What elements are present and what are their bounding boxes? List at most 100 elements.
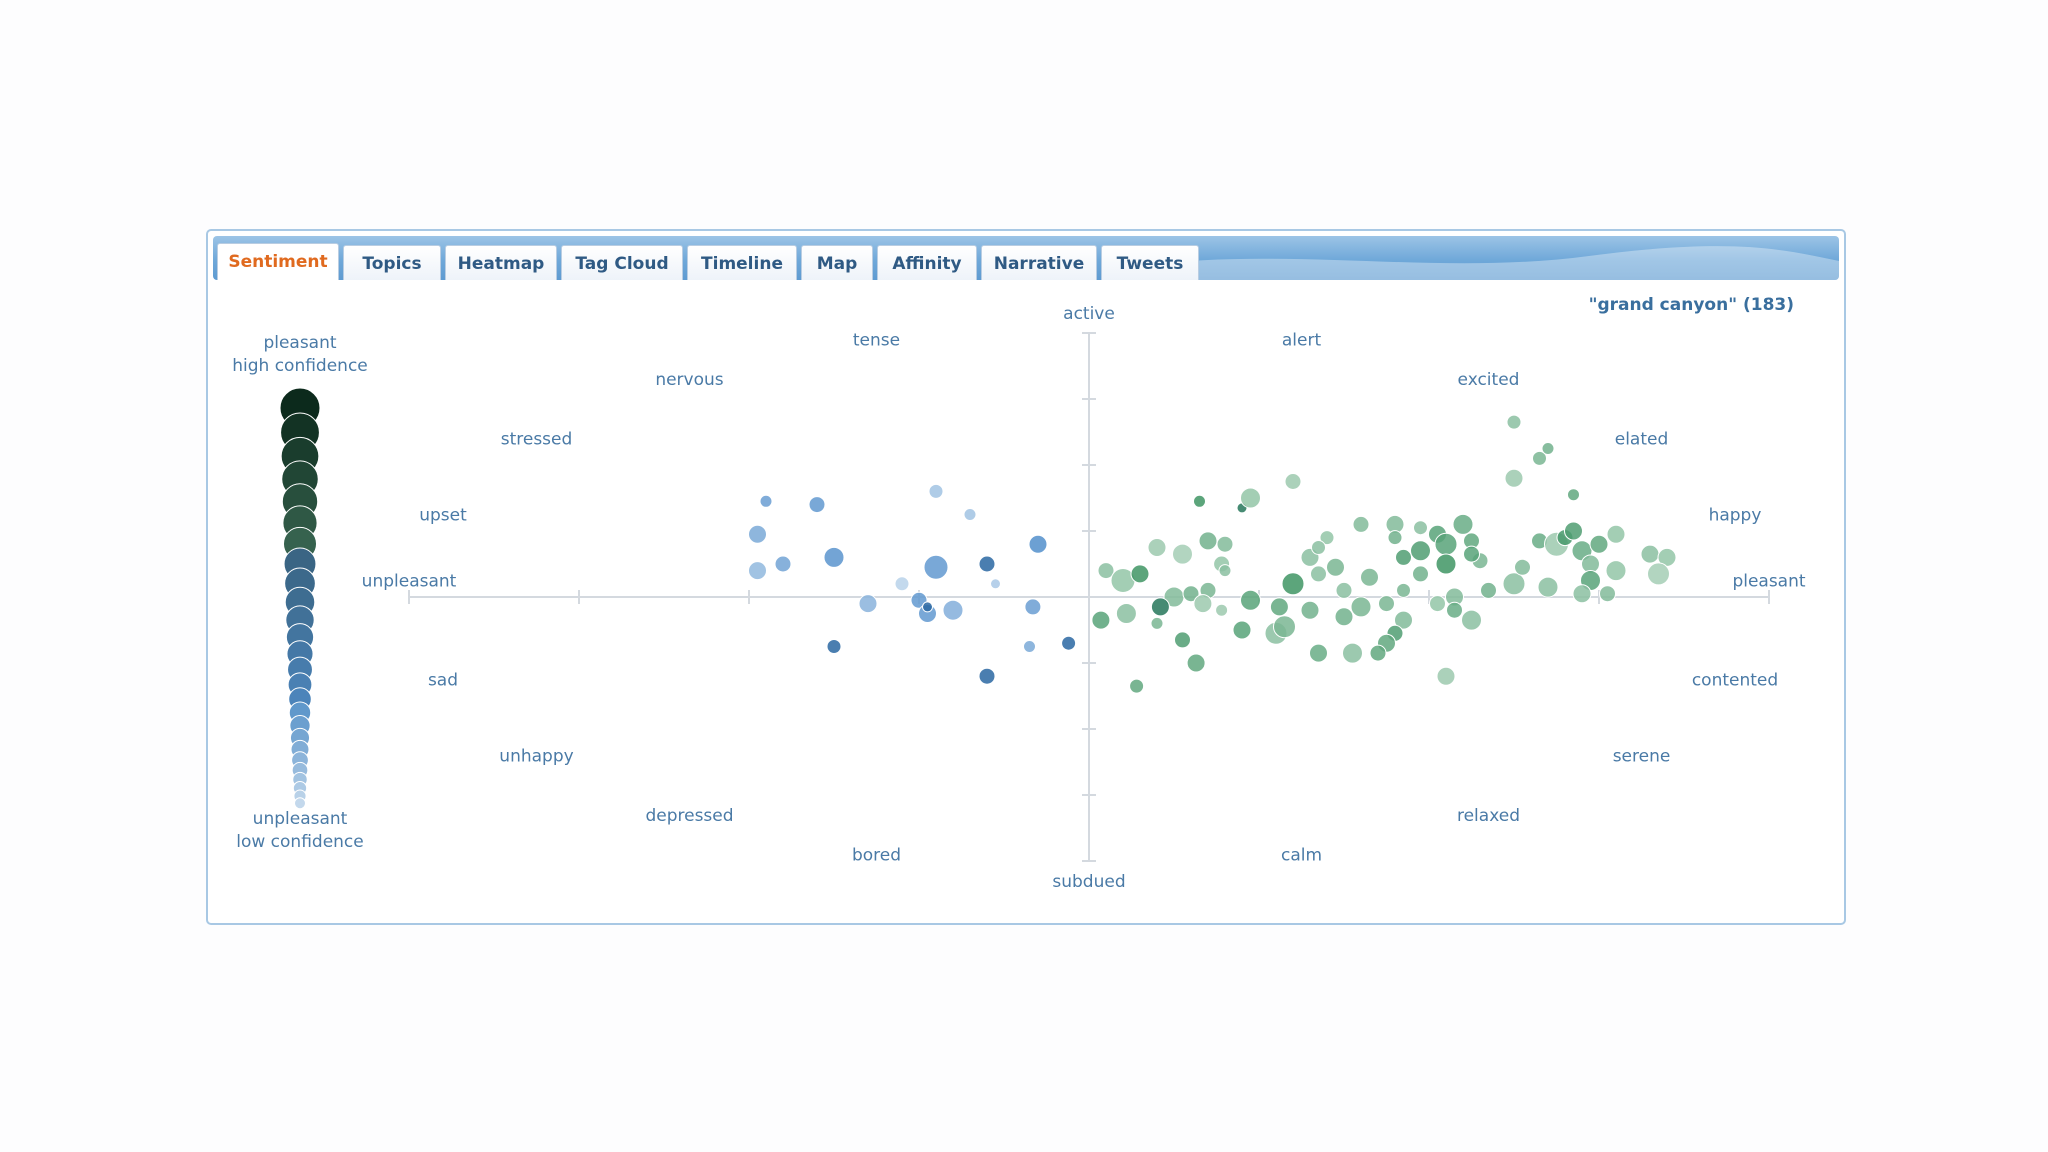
- data-point-pleasant[interactable]: [1198, 531, 1218, 551]
- data-point-pleasant[interactable]: [1395, 548, 1412, 566]
- data-point-unpleasant[interactable]: [826, 639, 842, 654]
- data-point-pleasant[interactable]: [1412, 565, 1429, 583]
- data-point-pleasant[interactable]: [1326, 557, 1345, 577]
- tab-sentiment[interactable]: Sentiment: [217, 243, 339, 280]
- data-point-pleasant[interactable]: [1232, 620, 1252, 640]
- data-point-pleasant[interactable]: [1436, 666, 1456, 686]
- data-point-pleasant[interactable]: [1387, 530, 1403, 546]
- data-point-pleasant[interactable]: [1193, 594, 1213, 614]
- data-point-pleasant[interactable]: [1309, 643, 1328, 663]
- data-point-pleasant[interactable]: [1097, 562, 1115, 580]
- data-point-pleasant[interactable]: [1284, 473, 1302, 490]
- data-point-pleasant[interactable]: [1240, 589, 1261, 611]
- tab-timeline[interactable]: Timeline: [687, 245, 797, 280]
- data-point-unpleasant[interactable]: [922, 601, 933, 613]
- data-point-pleasant[interactable]: [1504, 468, 1524, 488]
- data-point-pleasant[interactable]: [1193, 494, 1206, 508]
- data-point-unpleasant[interactable]: [759, 494, 773, 508]
- data-point-pleasant[interactable]: [1360, 567, 1379, 587]
- data-point-unpleasant[interactable]: [808, 496, 826, 514]
- data-point-pleasant[interactable]: [1502, 572, 1526, 596]
- data-point-pleasant[interactable]: [1215, 603, 1229, 617]
- data-point-pleasant[interactable]: [1480, 581, 1497, 599]
- data-point-pleasant[interactable]: [1273, 615, 1296, 639]
- data-point-pleasant[interactable]: [1281, 572, 1305, 596]
- data-point-pleasant[interactable]: [1514, 558, 1531, 576]
- data-point-pleasant[interactable]: [1567, 488, 1580, 502]
- data-point-pleasant[interactable]: [1506, 414, 1522, 430]
- data-point-pleasant[interactable]: [1300, 600, 1320, 620]
- data-point-pleasant[interactable]: [1350, 596, 1372, 618]
- data-point-pleasant[interactable]: [1186, 653, 1206, 673]
- data-point-unpleasant[interactable]: [1061, 635, 1077, 651]
- data-point-unpleasant[interactable]: [942, 599, 964, 621]
- data-point-pleasant[interactable]: [1572, 584, 1592, 604]
- data-point-unpleasant[interactable]: [748, 524, 767, 544]
- data-point-pleasant[interactable]: [1150, 597, 1170, 617]
- data-point-pleasant[interactable]: [1396, 582, 1411, 598]
- data-point-pleasant[interactable]: [1599, 585, 1616, 603]
- data-point-pleasant[interactable]: [1130, 564, 1150, 584]
- data-point-pleasant[interactable]: [1605, 560, 1627, 582]
- data-point-unpleasant[interactable]: [1023, 640, 1036, 653]
- data-point-unpleasant[interactable]: [894, 576, 910, 592]
- data-point-unpleasant[interactable]: [963, 508, 977, 521]
- data-point-pleasant[interactable]: [1640, 544, 1660, 564]
- data-point-pleasant[interactable]: [1147, 538, 1167, 557]
- data-point-pleasant[interactable]: [1463, 545, 1480, 563]
- tab-tweets[interactable]: Tweets: [1101, 245, 1199, 280]
- data-point-pleasant[interactable]: [1446, 601, 1463, 619]
- data-point-pleasant[interactable]: [1532, 450, 1547, 466]
- data-point-pleasant[interactable]: [1091, 610, 1111, 630]
- data-point-unpleasant[interactable]: [774, 555, 792, 573]
- data-point-pleasant[interactable]: [1435, 553, 1457, 575]
- tab-narrative[interactable]: Narrative: [981, 245, 1097, 280]
- data-point-pleasant[interactable]: [1461, 609, 1482, 631]
- data-point-unpleasant[interactable]: [1028, 534, 1048, 554]
- data-point-unpleasant[interactable]: [1024, 598, 1042, 616]
- data-point-pleasant[interactable]: [1310, 565, 1327, 583]
- data-point-pleasant[interactable]: [1410, 540, 1431, 562]
- data-point-pleasant[interactable]: [1378, 595, 1395, 613]
- data-point-unpleasant[interactable]: [823, 546, 845, 568]
- data-point-pleasant[interactable]: [1564, 521, 1583, 541]
- data-point-unpleasant[interactable]: [990, 578, 1001, 590]
- data-point-pleasant[interactable]: [1115, 603, 1137, 624]
- data-point-unpleasant[interactable]: [858, 594, 878, 614]
- data-point-pleasant[interactable]: [1647, 562, 1670, 586]
- data-point-pleasant[interactable]: [1129, 678, 1145, 694]
- data-point-pleasant[interactable]: [1342, 642, 1363, 664]
- data-point-pleasant[interactable]: [1172, 543, 1193, 565]
- data-point-pleasant[interactable]: [1216, 535, 1234, 553]
- data-point-pleasant[interactable]: [1369, 644, 1387, 662]
- data-point-pleasant[interactable]: [1240, 487, 1261, 509]
- tab-heatmap[interactable]: Heatmap: [445, 245, 557, 280]
- data-point-pleasant[interactable]: [1394, 610, 1413, 630]
- data-point-pleasant[interactable]: [1537, 576, 1559, 598]
- data-point-unpleasant[interactable]: [928, 483, 944, 499]
- tab-topics[interactable]: Topics: [343, 245, 441, 280]
- data-point-pleasant[interactable]: [1269, 597, 1289, 617]
- data-point-pleasant[interactable]: [1434, 532, 1458, 556]
- data-point-pleasant[interactable]: [1452, 513, 1474, 535]
- data-point-pleasant[interactable]: [1541, 442, 1555, 455]
- data-point-pleasant[interactable]: [1589, 534, 1609, 554]
- data-point-pleasant[interactable]: [1413, 520, 1428, 536]
- data-point-pleasant[interactable]: [1150, 616, 1164, 630]
- data-point-unpleasant[interactable]: [978, 667, 996, 685]
- data-point-pleasant[interactable]: [1352, 515, 1370, 533]
- tab-map[interactable]: Map: [801, 245, 873, 280]
- data-point-pleasant[interactable]: [1335, 581, 1353, 599]
- data-point-pleasant[interactable]: [1606, 524, 1626, 544]
- data-point-pleasant[interactable]: [1182, 585, 1200, 603]
- data-point-pleasant[interactable]: [1311, 540, 1326, 555]
- tab-tag-cloud[interactable]: Tag Cloud: [561, 245, 683, 280]
- data-point-pleasant[interactable]: [1319, 530, 1335, 546]
- data-point-pleasant[interactable]: [1174, 631, 1191, 649]
- data-point-pleasant[interactable]: [1429, 595, 1446, 613]
- data-point-unpleasant[interactable]: [978, 555, 996, 573]
- tab-affinity[interactable]: Affinity: [877, 245, 977, 280]
- data-point-unpleasant[interactable]: [748, 561, 767, 581]
- data-point-pleasant[interactable]: [1218, 564, 1232, 578]
- data-point-unpleasant[interactable]: [923, 554, 949, 580]
